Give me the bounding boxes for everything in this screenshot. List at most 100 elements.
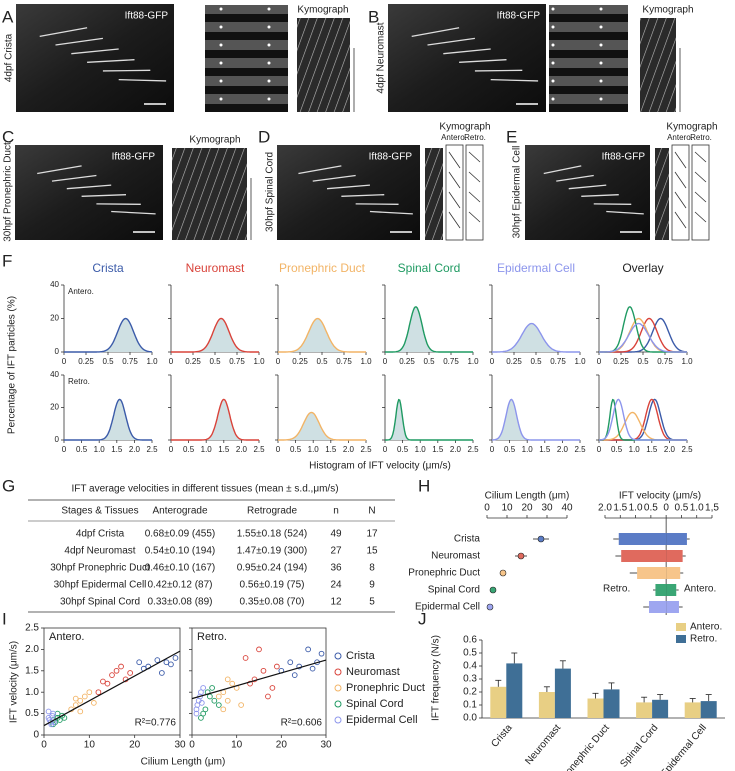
point bbox=[77, 697, 84, 704]
marker-label: Ift88-GFP bbox=[112, 152, 156, 163]
x-tick-label: 1.0 bbox=[308, 445, 320, 454]
table-cell: 30hpf Pronephric Duct bbox=[50, 563, 150, 574]
cilium bbox=[474, 69, 523, 72]
x-tick-label: 1.5 bbox=[325, 445, 337, 454]
y-tick-label: 0 bbox=[55, 435, 60, 444]
x-tick-label: 1.0 bbox=[253, 357, 265, 366]
x-tick-label: 0 bbox=[383, 445, 388, 454]
fit-curve bbox=[64, 317, 153, 353]
track bbox=[448, 171, 461, 189]
kymograph bbox=[172, 148, 247, 240]
y-tick-label: 0.2 bbox=[463, 687, 477, 698]
panel-letter: D bbox=[258, 127, 270, 146]
x-tick-label: 0 bbox=[597, 357, 602, 366]
x-tick-label: 2.5 bbox=[467, 445, 479, 454]
fit-curve bbox=[278, 411, 366, 441]
x-tick-label: 0.5 bbox=[423, 357, 435, 366]
x-axis-label: Histogram of IFT velocity (μm/s) bbox=[309, 461, 451, 472]
x-tick-label: 0.5 bbox=[397, 445, 409, 454]
retro-label: Retro. bbox=[690, 133, 712, 142]
x-tick-label: 1.5 bbox=[646, 445, 658, 454]
histogram-area bbox=[171, 399, 259, 440]
retro-label: Retro. bbox=[464, 133, 486, 142]
point bbox=[256, 646, 262, 653]
table-cell: 5 bbox=[369, 597, 375, 608]
cilium bbox=[411, 27, 460, 38]
micrograph bbox=[15, 145, 163, 240]
point bbox=[159, 670, 165, 676]
point bbox=[86, 689, 93, 696]
fit-curve bbox=[599, 306, 687, 353]
fit-curve bbox=[278, 317, 366, 353]
panel-letter: F bbox=[2, 251, 12, 270]
x-tick-label: 1.0 bbox=[94, 445, 106, 454]
micrograph bbox=[525, 145, 650, 240]
bar bbox=[652, 699, 669, 718]
point bbox=[198, 715, 204, 721]
fit-curve bbox=[385, 398, 473, 441]
point bbox=[127, 670, 133, 676]
x-tick-label: 0 bbox=[276, 357, 281, 366]
point bbox=[215, 702, 222, 708]
point bbox=[209, 685, 215, 691]
cilium bbox=[81, 194, 127, 197]
kymograph-title: Kymograph bbox=[439, 122, 490, 133]
table-header: Anterograde bbox=[152, 506, 207, 517]
x-tick-label: 0 bbox=[189, 740, 195, 751]
cilium bbox=[459, 59, 507, 63]
x-tick-label: 0.75 bbox=[550, 357, 566, 366]
y-tick-label: 0 bbox=[55, 347, 60, 356]
x-tick-label: 0.25 bbox=[185, 357, 201, 366]
x-tick-label: 1,5 bbox=[705, 503, 719, 514]
velocity-bar bbox=[666, 601, 679, 613]
table-cell: 49 bbox=[330, 529, 342, 540]
x-tick-label: 0.75 bbox=[122, 357, 138, 366]
track bbox=[694, 191, 707, 203]
point bbox=[215, 693, 222, 700]
table-cell: 30hpf Spinal Cord bbox=[60, 597, 140, 608]
legend-marker bbox=[334, 716, 342, 724]
point bbox=[113, 667, 120, 674]
point bbox=[220, 706, 227, 713]
legend-marker bbox=[334, 684, 342, 692]
point bbox=[136, 659, 143, 666]
y-tick-label: 2.5 bbox=[25, 623, 39, 634]
track bbox=[468, 151, 481, 163]
fit-curve bbox=[598, 398, 687, 441]
table-header: Retrograde bbox=[247, 506, 297, 517]
x-tick-label: 1.0 bbox=[360, 357, 372, 366]
point bbox=[57, 717, 63, 723]
point bbox=[242, 655, 249, 661]
x-tick-label: 0.25 bbox=[613, 357, 629, 366]
bar bbox=[506, 663, 523, 718]
x-tick-label: 0 bbox=[383, 357, 388, 366]
row-label: Antero. bbox=[68, 287, 94, 296]
length-mean bbox=[489, 586, 497, 594]
row-label: Retro. bbox=[68, 377, 90, 386]
x-tick-label: 30 bbox=[541, 503, 553, 514]
column-title: Crista bbox=[92, 261, 124, 275]
x-tick-label: 1.5 bbox=[218, 445, 230, 454]
table-title: IFT average velocities in different tiss… bbox=[71, 484, 338, 495]
cilium bbox=[39, 27, 88, 38]
x-axis-label: Cilium Length (μm) bbox=[141, 757, 226, 768]
table-cell: 1.47±0.19 (300) bbox=[237, 546, 308, 557]
y-tick-label: 0.5 bbox=[463, 648, 477, 659]
marker-label: Ift88-GFP bbox=[497, 11, 541, 22]
point bbox=[91, 700, 97, 706]
x-tick-label: 0.75 bbox=[229, 357, 245, 366]
table-cell: 9 bbox=[369, 580, 375, 591]
cilium bbox=[66, 184, 112, 190]
category-label: Epidermal Cell bbox=[415, 602, 480, 613]
point bbox=[198, 700, 205, 706]
length-mean bbox=[537, 535, 545, 543]
bar bbox=[587, 698, 604, 718]
x-tick-label: 2.0 bbox=[236, 445, 248, 454]
histogram-area bbox=[385, 399, 473, 440]
point bbox=[49, 712, 56, 719]
table-cell: 0.68±0.09 (455) bbox=[145, 529, 216, 540]
y-tick-label: 0.5 bbox=[25, 708, 39, 719]
x-tick-label: 10 bbox=[231, 740, 243, 751]
histogram-area bbox=[278, 412, 366, 440]
plot-frame bbox=[43, 627, 181, 736]
